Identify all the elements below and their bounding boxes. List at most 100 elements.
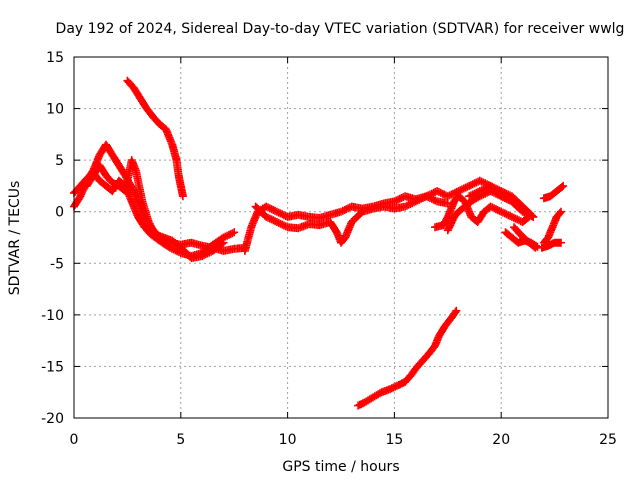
data-point: [479, 190, 481, 192]
data-point: [554, 242, 556, 244]
data-point: [223, 250, 225, 252]
tick-marks: [73, 56, 609, 419]
data-point: [434, 226, 436, 228]
tick-labels: 0 5 10 15 20 25 -20 -15 -10 -5 0 5 10 15: [41, 50, 617, 448]
data-point: [464, 200, 466, 202]
data-point: [428, 353, 430, 355]
data-point: [457, 190, 459, 192]
plot-frame: [73, 56, 609, 419]
data-point: [541, 247, 543, 249]
data-markers: [70, 168, 239, 261]
data-point: [99, 180, 101, 182]
data-point: [124, 190, 126, 192]
data-point: [490, 185, 492, 187]
data-point: [526, 240, 528, 242]
data-point: [410, 374, 412, 376]
data-point: [434, 345, 436, 347]
data-point: [393, 208, 395, 210]
data-point: [297, 214, 299, 216]
series-arc-2: [70, 168, 239, 261]
data-point: [152, 116, 154, 118]
data-point: [483, 211, 485, 213]
series-arc-4: [123, 76, 187, 201]
x-tick-label: 15: [385, 432, 403, 448]
data-point: [519, 233, 521, 235]
data-point: [513, 226, 515, 228]
data-point: [372, 396, 374, 398]
data-point: [556, 216, 558, 218]
x-tick-label: 5: [176, 432, 185, 448]
data-point: [133, 87, 135, 89]
y-tick-label: 0: [55, 205, 64, 221]
data-point: [340, 211, 342, 213]
data-point: [255, 206, 257, 208]
data-point: [118, 164, 120, 166]
data-point: [118, 185, 120, 187]
y-tick-label: 10: [46, 102, 64, 118]
data-point: [453, 200, 455, 202]
data-point: [158, 240, 160, 242]
data-point: [436, 200, 438, 202]
data-point: [287, 216, 289, 218]
data-point: [171, 240, 173, 242]
data-point: [351, 206, 353, 208]
data-point: [154, 233, 156, 235]
data-point: [455, 310, 457, 312]
data-point: [451, 316, 453, 318]
data-point: [180, 247, 182, 249]
series-arc-12: [537, 238, 565, 252]
data-point: [79, 195, 81, 197]
data-point: [131, 200, 133, 202]
data-point: [500, 195, 502, 197]
data-point: [532, 216, 534, 218]
data-point: [165, 128, 167, 130]
data-point: [464, 206, 466, 208]
data-point: [146, 108, 148, 110]
y-tick-label: -20: [41, 411, 64, 427]
data-point: [171, 144, 173, 146]
data-point: [357, 405, 359, 407]
data-point: [212, 250, 214, 252]
data-point: [436, 190, 438, 192]
data-point: [556, 190, 558, 192]
data-point: [265, 216, 267, 218]
data-point: [534, 247, 536, 249]
data-point: [212, 244, 214, 246]
y-tick-label: -10: [41, 308, 64, 324]
series-arc-9: [465, 181, 538, 221]
series-arc-13: [539, 207, 565, 247]
y-tick-label: -5: [50, 256, 64, 272]
data-point: [287, 226, 289, 228]
data-point: [425, 195, 427, 197]
data-point: [276, 211, 278, 213]
data-point: [308, 223, 310, 225]
data-point: [139, 97, 141, 99]
data-point: [511, 237, 513, 238]
data-point: [223, 237, 225, 238]
data-point: [470, 216, 472, 218]
data-point: [190, 257, 192, 259]
data-point: [404, 206, 406, 208]
data-point: [415, 200, 417, 202]
data-point: [250, 226, 252, 228]
data-point: [457, 211, 459, 213]
data-point: [438, 334, 440, 336]
series-arc-14: [539, 181, 568, 203]
data-point: [169, 247, 171, 249]
data-point: [511, 200, 513, 202]
data-point: [453, 216, 455, 218]
series-arc-11: [510, 223, 540, 252]
data-point: [276, 221, 278, 223]
data-point: [404, 195, 406, 197]
data-point: [517, 242, 519, 244]
data-point: [111, 182, 113, 184]
chart-title: Day 192 of 2024, Sidereal Day-to-day VTE…: [56, 21, 625, 37]
data-point: [547, 245, 549, 247]
data-point: [522, 221, 524, 223]
x-tick-label: 20: [492, 432, 510, 448]
data-point: [543, 197, 545, 199]
series-arc-3: [82, 156, 228, 263]
y-tick-label: 5: [55, 153, 64, 169]
data-point: [182, 195, 184, 197]
data-point: [329, 214, 331, 216]
